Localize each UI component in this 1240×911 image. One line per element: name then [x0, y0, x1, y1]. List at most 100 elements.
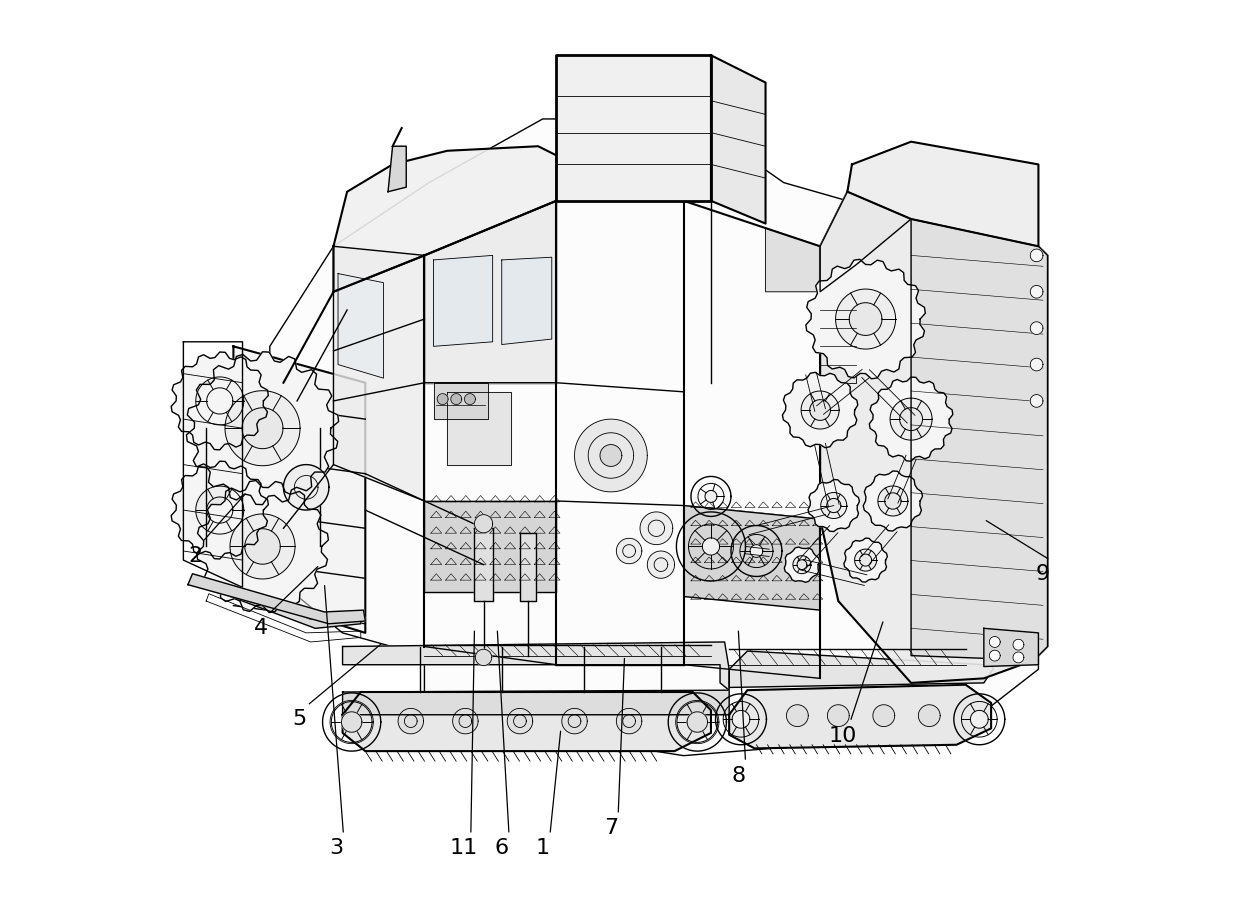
Polygon shape [711, 56, 765, 223]
Polygon shape [242, 408, 283, 449]
Text: 7: 7 [604, 818, 618, 838]
Polygon shape [342, 691, 729, 715]
Polygon shape [520, 533, 537, 601]
Polygon shape [990, 650, 1001, 661]
Polygon shape [574, 419, 647, 492]
Polygon shape [750, 545, 763, 558]
Polygon shape [434, 255, 492, 346]
Text: 8: 8 [732, 765, 745, 785]
Polygon shape [453, 709, 479, 734]
Polygon shape [683, 506, 820, 610]
Text: 11: 11 [449, 838, 477, 858]
Polygon shape [388, 147, 407, 191]
Polygon shape [784, 547, 820, 582]
Polygon shape [557, 56, 711, 200]
Text: 2: 2 [188, 546, 202, 566]
Text: 3: 3 [329, 838, 343, 858]
Polygon shape [475, 650, 492, 666]
Polygon shape [448, 392, 511, 465]
Polygon shape [424, 200, 557, 383]
Polygon shape [844, 538, 888, 582]
Polygon shape [640, 512, 673, 545]
Polygon shape [334, 147, 557, 292]
Polygon shape [782, 373, 858, 447]
Polygon shape [196, 377, 244, 425]
Polygon shape [188, 574, 366, 624]
Polygon shape [859, 554, 872, 566]
Polygon shape [341, 711, 362, 732]
Polygon shape [451, 394, 461, 404]
Polygon shape [836, 289, 895, 349]
Polygon shape [334, 246, 424, 501]
Polygon shape [341, 711, 362, 732]
Polygon shape [854, 549, 877, 571]
Polygon shape [186, 352, 339, 505]
Polygon shape [616, 538, 642, 564]
Polygon shape [600, 445, 621, 466]
Polygon shape [849, 302, 882, 335]
Polygon shape [342, 642, 729, 691]
Polygon shape [1030, 285, 1043, 298]
Text: 5: 5 [293, 710, 308, 730]
Polygon shape [820, 191, 1048, 683]
Polygon shape [438, 394, 448, 404]
Polygon shape [806, 260, 925, 379]
Polygon shape [820, 292, 857, 383]
Polygon shape [171, 461, 268, 559]
Polygon shape [171, 352, 268, 450]
Polygon shape [911, 219, 1048, 660]
Polygon shape [792, 556, 811, 574]
Polygon shape [820, 191, 911, 292]
Polygon shape [647, 551, 675, 578]
Polygon shape [729, 685, 991, 749]
Polygon shape [207, 497, 233, 523]
Polygon shape [729, 651, 993, 688]
Polygon shape [1030, 322, 1043, 334]
Text: 10: 10 [828, 726, 857, 746]
Polygon shape [507, 709, 533, 734]
Polygon shape [398, 709, 424, 734]
Polygon shape [827, 498, 841, 513]
Polygon shape [233, 346, 366, 633]
Text: 4: 4 [254, 619, 268, 639]
Polygon shape [847, 142, 1038, 246]
Polygon shape [702, 537, 719, 555]
Polygon shape [339, 273, 383, 378]
Polygon shape [821, 493, 847, 518]
Text: 9: 9 [1035, 564, 1050, 584]
Polygon shape [502, 257, 552, 344]
Polygon shape [207, 388, 233, 414]
Text: 1: 1 [536, 838, 549, 858]
Polygon shape [1013, 652, 1024, 663]
Polygon shape [475, 515, 492, 533]
Polygon shape [732, 711, 750, 728]
Polygon shape [434, 383, 489, 419]
Polygon shape [342, 692, 711, 752]
Polygon shape [229, 514, 295, 579]
Polygon shape [869, 377, 952, 461]
Polygon shape [1030, 358, 1043, 371]
Polygon shape [224, 391, 300, 466]
Polygon shape [465, 394, 475, 404]
Polygon shape [270, 119, 1038, 755]
Polygon shape [919, 705, 940, 727]
Polygon shape [197, 481, 329, 612]
Polygon shape [1030, 394, 1043, 407]
Polygon shape [801, 391, 839, 429]
Polygon shape [890, 398, 932, 440]
Polygon shape [884, 493, 901, 509]
Polygon shape [475, 528, 492, 601]
Polygon shape [424, 501, 557, 592]
Polygon shape [827, 705, 849, 727]
Polygon shape [873, 705, 895, 727]
Polygon shape [1013, 640, 1024, 650]
Polygon shape [810, 400, 831, 420]
Polygon shape [616, 709, 642, 734]
Polygon shape [206, 581, 361, 629]
Polygon shape [990, 637, 1001, 648]
Polygon shape [687, 711, 708, 732]
Polygon shape [765, 228, 820, 292]
Polygon shape [562, 709, 588, 734]
Polygon shape [899, 407, 923, 431]
Polygon shape [706, 490, 717, 503]
